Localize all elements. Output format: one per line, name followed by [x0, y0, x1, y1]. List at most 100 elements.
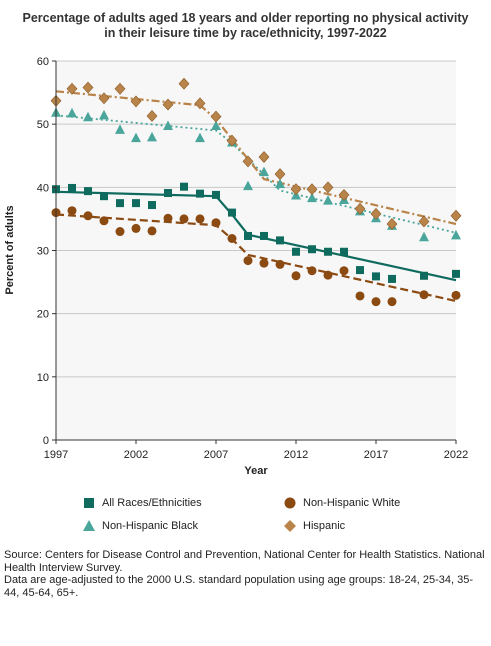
data-point-circle — [179, 214, 189, 224]
data-point-circle — [307, 266, 317, 276]
data-point-triangle — [67, 107, 77, 118]
data-point-square — [244, 231, 252, 240]
x-tick-label: 2002 — [124, 449, 148, 461]
y-tick-label: 50 — [37, 119, 49, 131]
source-note: Source: Centers for Disease Control and … — [4, 549, 485, 574]
x-tick-label: 2017 — [364, 449, 388, 461]
legend-label: Hispanic — [303, 520, 346, 532]
legend-label: All Races/Ethnicities — [102, 497, 202, 509]
square-marker-icon — [82, 496, 96, 510]
data-point-circle — [67, 206, 77, 216]
data-point-square — [228, 208, 236, 217]
data-point-square — [420, 271, 428, 280]
data-point-diamond — [322, 181, 334, 194]
data-point-diamond — [242, 155, 254, 168]
data-point-triangle — [147, 131, 157, 142]
y-tick-label: 20 — [37, 309, 49, 321]
data-point-triangle — [99, 109, 109, 120]
data-point-diamond — [194, 97, 206, 110]
data-point-diamond — [418, 215, 430, 228]
data-point-triangle — [323, 195, 333, 205]
y-tick-label: 0 — [43, 435, 49, 447]
data-point-square — [100, 192, 108, 201]
data-point-square — [68, 183, 76, 192]
data-point-circle — [83, 211, 93, 221]
data-point-diamond — [162, 98, 174, 111]
footer: Source: Centers for Disease Control and … — [4, 549, 487, 599]
legend-label: Non-Hispanic Black — [102, 520, 198, 532]
data-point-square — [340, 247, 348, 256]
data-point-diamond — [338, 188, 350, 201]
data-point-diamond — [290, 183, 302, 196]
data-point-diamond — [178, 77, 190, 90]
data-point-square — [324, 247, 332, 256]
data-point-square — [372, 272, 380, 281]
data-point-circle — [451, 290, 461, 300]
data-point-circle — [115, 227, 125, 237]
data-point-diamond — [258, 151, 270, 163]
circle-marker-icon — [283, 496, 297, 510]
data-point-circle — [291, 271, 301, 281]
data-point-triangle — [451, 229, 461, 240]
data-point-diamond — [82, 81, 94, 94]
data-point-square — [196, 189, 204, 198]
data-point-circle — [99, 216, 109, 226]
x-tick-label: 1997 — [44, 449, 68, 461]
data-point-square — [388, 274, 396, 283]
data-point-triangle — [259, 166, 269, 177]
x-tick-label: 2022 — [444, 449, 468, 461]
data-point-triangle — [307, 192, 317, 203]
data-point-circle — [195, 214, 205, 224]
data-point-circle — [259, 258, 269, 268]
y-tick-label: 30 — [37, 246, 49, 258]
y-axis-label: Percent of adults — [4, 205, 16, 294]
data-point-square — [452, 269, 460, 278]
data-point-triangle — [419, 231, 429, 242]
data-point-diamond — [386, 218, 398, 230]
y-tick-label: 60 — [37, 56, 49, 68]
triangle-marker-icon — [82, 519, 96, 533]
data-points — [50, 77, 462, 307]
data-point-diamond — [306, 183, 318, 196]
data-point-circle — [163, 213, 173, 223]
axes: 0 10 20 30 40 50 60 1997 2002 2007 2012 2017 2022 — [37, 56, 468, 461]
data-point-circle — [323, 270, 333, 280]
y-tick-label: 40 — [37, 182, 49, 194]
data-point-square — [292, 247, 300, 256]
gridlines — [56, 60, 456, 378]
legend-item-non-hispanic-black: Non-Hispanic Black — [82, 519, 198, 533]
data-point-square — [212, 190, 220, 199]
data-point-circle — [275, 259, 285, 269]
data-point-circle — [211, 218, 221, 228]
data-point-triangle — [131, 132, 141, 143]
data-point-square — [84, 187, 92, 196]
diamond-marker-icon — [283, 519, 297, 533]
legend-item-all-races: All Races/Ethnicities — [82, 496, 202, 510]
data-point-square — [356, 266, 364, 275]
data-point-triangle — [275, 178, 285, 189]
data-point-diamond — [370, 207, 382, 220]
x-tick-label: 2007 — [204, 449, 228, 461]
data-point-diamond — [210, 110, 222, 123]
data-point-diamond — [274, 168, 286, 181]
data-point-circle — [243, 256, 253, 266]
data-point-triangle — [83, 111, 93, 122]
y-tick-label: 10 — [37, 372, 49, 384]
data-point-circle — [387, 297, 397, 307]
data-point-diamond — [354, 202, 366, 215]
x-tick-label: 2012 — [284, 449, 308, 461]
chart: 0 10 20 30 40 50 60 1997 2002 2007 2012 2017 2022 Ye… — [4, 56, 468, 477]
data-point-diamond — [98, 92, 110, 105]
legend-label: Non-Hispanic White — [303, 497, 401, 509]
data-point-circle — [339, 266, 349, 276]
data-point-triangle — [163, 120, 173, 131]
data-point-square — [148, 201, 156, 210]
x-axis-label: Year — [244, 465, 268, 477]
data-point-circle — [131, 223, 141, 233]
chart-title: Percentage of adults aged 18 years and o… — [22, 11, 469, 40]
data-point-square — [276, 236, 284, 245]
data-point-diamond — [146, 110, 158, 122]
data-point-triangle — [243, 180, 253, 191]
data-point-square — [180, 182, 188, 191]
data-point-diamond — [114, 82, 126, 95]
